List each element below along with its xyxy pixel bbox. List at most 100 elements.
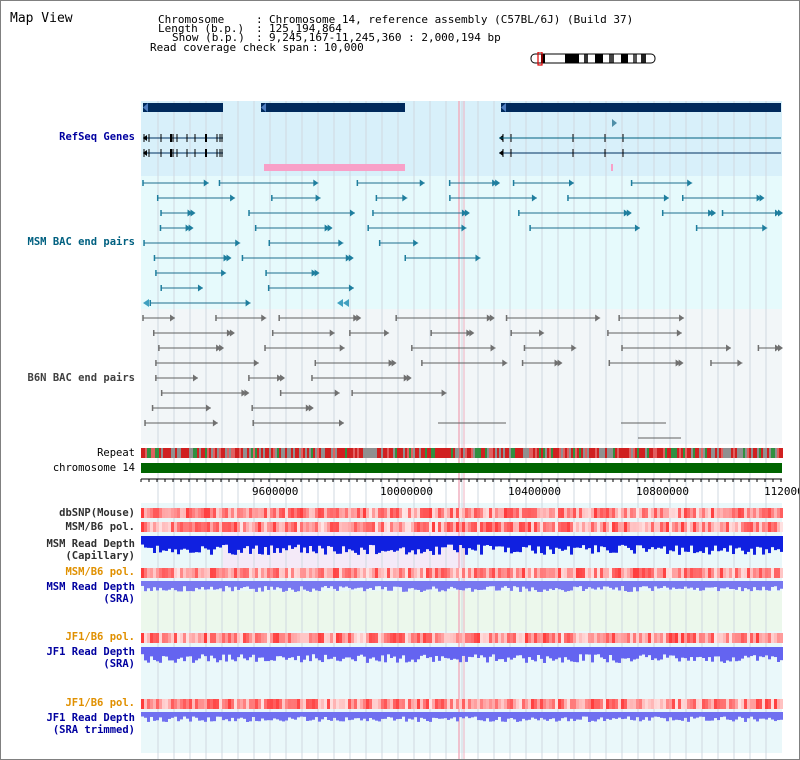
jf1-b6-pol-cell (201, 633, 204, 643)
jf1-b6-pol-cell (174, 633, 177, 643)
jf1-b6-pol-cell (561, 633, 564, 643)
jf1-depth-sra-bar (225, 647, 228, 662)
repeat-cell (223, 448, 225, 458)
track-label-msm-b6-pol[interactable]: MSM/B6 pol. (65, 521, 135, 533)
jf1-depth-trim-bar (258, 712, 261, 722)
msm-bac-pair-head (775, 209, 780, 217)
msm-b6-pol-sra-cell (387, 568, 390, 578)
repeat-cell (471, 448, 473, 458)
msm-b6-pol-sra-cell (648, 568, 651, 578)
jf1-b6-pol-trim-cell (306, 699, 309, 709)
track-label-jf1-b6-pol[interactable]: JF1/B6 pol. (65, 631, 135, 643)
msm-b6-pol-sra-cell (321, 568, 324, 578)
msm-depth-sra-bar (156, 581, 159, 591)
repeat-cell (417, 448, 419, 458)
jf1-b6-pol-cell (744, 633, 747, 643)
track-label-refseq[interactable]: RefSeq Genes (59, 131, 135, 143)
jf1-depth-trim-bar (543, 712, 546, 720)
repeat-cell (591, 448, 593, 458)
msm-depth-sra-bar (414, 581, 417, 590)
msm-b6-pol-cell (162, 522, 165, 532)
dbsnp-cell (252, 508, 255, 518)
jf1-b6-pol-trim-cell (411, 699, 414, 709)
msm-depth-sra-bar (318, 581, 321, 592)
track-label-jf1-depth-trimmed[interactable]: JF1 Read Depth (46, 712, 135, 724)
track-label-chromosome[interactable]: chromosome 14 (52, 462, 135, 474)
msm-depth-cap-bar (489, 536, 492, 546)
dbsnp-cell (417, 508, 420, 518)
msm-depth-cap-bar (477, 536, 480, 545)
dbsnp-cell (531, 508, 534, 518)
msm-b6-pol-sra-cell (351, 568, 354, 578)
msm-depth-cap-bar (678, 536, 681, 555)
msm-bac-pair-head (634, 224, 640, 232)
msm-depth-sra-bar (594, 581, 597, 590)
dbsnp-cell (420, 508, 423, 518)
msm-b6-pol-sra-cell (561, 568, 564, 578)
jf1-depth-sra-bar (213, 647, 216, 659)
jf1-b6-pol-trim-cell (597, 699, 600, 709)
msm-depth-cap-bar (387, 536, 390, 551)
track-label-msm-b6-pol-sra[interactable]: MSM/B6 pol. (65, 566, 135, 578)
jf1-b6-pol-trim-cell (552, 699, 555, 709)
repeat-cell (563, 448, 565, 458)
jf1-b6-pol-cell (696, 633, 699, 643)
dbsnp-cell (480, 508, 483, 518)
jf1-depth-sra-bar (153, 647, 156, 661)
msm-depth-sra-bar (210, 581, 213, 587)
track-label-jf1-b6-pol-trimmed[interactable]: JF1/B6 pol. (65, 697, 135, 709)
repeat-cell (327, 448, 329, 458)
dbsnp-cell (543, 508, 546, 518)
jf1-depth-sra-bar (636, 647, 639, 659)
jf1-depth-sra-bar (678, 647, 681, 662)
msm-b6-pol-cell (264, 522, 267, 532)
msm-depth-cap-bar (654, 536, 657, 550)
jf1-b6-pol-cell (267, 633, 270, 643)
jf1-b6-pol-trim-cell (696, 699, 699, 709)
track-label-msm-depth-sra[interactable]: MSM Read Depth (46, 581, 135, 593)
jf1-b6-pol-trim-cell (519, 699, 522, 709)
repeat-cell (499, 448, 501, 458)
repeat-cell (301, 448, 303, 458)
jf1-depth-trim-bar (672, 712, 675, 721)
msm-b6-pol-cell (351, 522, 354, 532)
msm-depth-sra-bar (297, 581, 300, 592)
jf1-b6-pol-cell (294, 633, 297, 643)
dbsnp-cell (309, 508, 312, 518)
msm-depth-sra-bar (606, 581, 609, 587)
track-label-b6n-bac[interactable]: B6N BAC end pairs (27, 372, 135, 384)
jf1-b6-pol-cell (219, 633, 222, 643)
jf1-b6-pol-cell (411, 633, 414, 643)
track-label-msm-depth-capillary[interactable]: MSM Read Depth (46, 538, 135, 550)
b6n-bac-pair-head (595, 314, 601, 322)
jf1-b6-pol-cell (735, 633, 738, 643)
jf1-depth-sra-bar (771, 647, 774, 657)
jf1-b6-pol-cell (315, 633, 318, 643)
jf1-b6-pol-cell (534, 633, 537, 643)
jf1-b6-pol-cell (615, 633, 618, 643)
msm-b6-pol-sra-cell (534, 568, 537, 578)
msm-b6-pol-cell (255, 522, 258, 532)
track-label-msm-bac[interactable]: MSM BAC end pairs (27, 236, 135, 248)
jf1-depth-sra-bar (498, 647, 501, 660)
repeat-cell (299, 448, 301, 458)
msm-b6-pol-cell (486, 522, 489, 532)
msm-depth-cap-bar (144, 536, 147, 548)
repeat-cell (193, 448, 195, 458)
track-label-dbsnp[interactable]: dbSNP(Mouse) (59, 507, 135, 519)
msm-depth-sra-bar (144, 581, 147, 592)
repeat-cell (361, 448, 363, 458)
msm-depth-sra-bar (243, 581, 246, 588)
dbsnp-cell (186, 508, 189, 518)
jf1-b6-pol-cell (489, 633, 492, 643)
msm-depth-cap-bar (603, 536, 606, 548)
jf1-depth-sra-bar (462, 647, 465, 656)
track-label-repeat[interactable]: Repeat (97, 447, 135, 459)
repeat-cell (445, 448, 447, 458)
chromosome-ideogram[interactable] (529, 52, 659, 66)
msm-depth-cap-bar (201, 536, 204, 547)
msm-b6-pol-cell (285, 522, 288, 532)
track-label-jf1-depth-sra[interactable]: JF1 Read Depth (46, 646, 135, 658)
jf1-depth-trim-bar (669, 712, 672, 718)
